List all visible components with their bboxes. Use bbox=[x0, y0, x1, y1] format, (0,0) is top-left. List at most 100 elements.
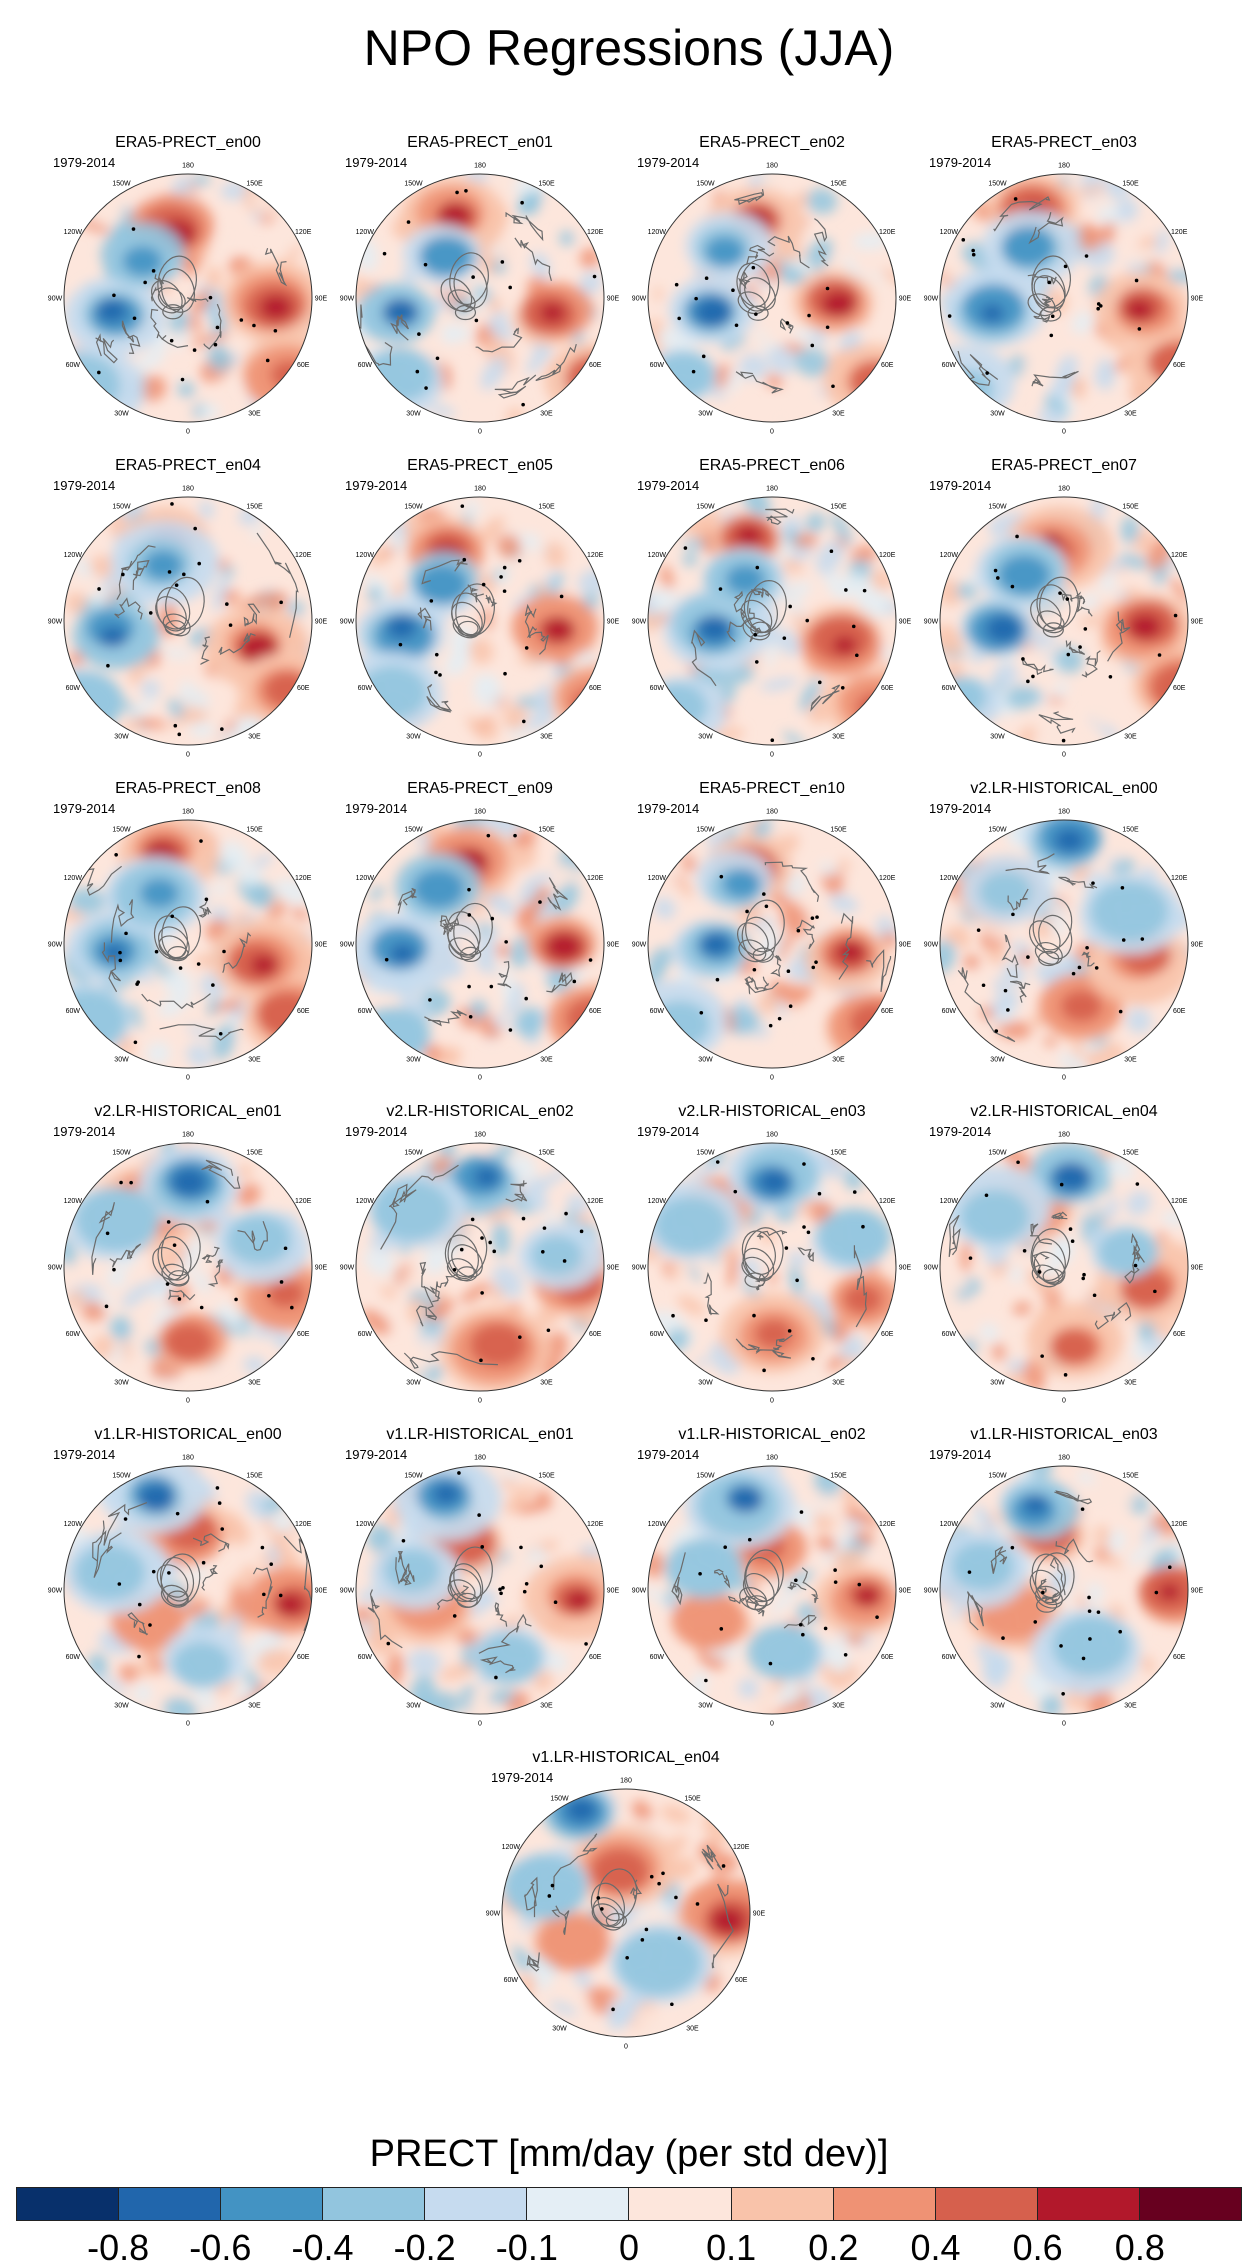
coastline-contours bbox=[734, 188, 829, 394]
longitude-label: 60E bbox=[297, 1008, 310, 1015]
longitude-label: 0 bbox=[186, 1398, 190, 1404]
coastline-contours bbox=[397, 877, 573, 1027]
longitude-label: 150W bbox=[404, 503, 423, 510]
longitude-label: 90E bbox=[315, 942, 328, 949]
longitude-label: 150W bbox=[988, 1472, 1007, 1479]
map-panel: v1.LR-HISTORICAL_en00 1979-2014 180 150E 120… bbox=[43, 1426, 333, 1726]
longitude-label: 60E bbox=[1173, 1654, 1186, 1661]
longitude-label: 90E bbox=[607, 296, 620, 303]
coastline-contours bbox=[417, 559, 549, 713]
coastline-contours bbox=[114, 532, 299, 665]
longitude-label: 90W bbox=[340, 1265, 355, 1272]
longitude-label: 150W bbox=[988, 1149, 1007, 1156]
longitude-label: 120E bbox=[879, 1198, 896, 1205]
longitude-label: 120E bbox=[1171, 229, 1188, 236]
longitude-label: 150E bbox=[246, 1472, 263, 1479]
longitude-label: 150E bbox=[246, 826, 263, 833]
panel-period-label: 1979-2014 bbox=[53, 1124, 116, 1139]
longitude-label: 180 bbox=[1058, 1132, 1070, 1139]
longitude-label: 150W bbox=[696, 180, 715, 187]
polar-map: 180 150E 120E 90E 60E 30E 0 30W 60W 90W 120W 150W bbox=[632, 486, 912, 758]
longitude-label: 120E bbox=[295, 1198, 312, 1205]
longitude-label: 120E bbox=[879, 229, 896, 236]
panel-title: v1.LR-HISTORICAL_en02 bbox=[678, 1426, 866, 1443]
longitude-label: 180 bbox=[766, 1132, 778, 1139]
longitude-label: 90W bbox=[48, 619, 63, 626]
longitude-label: 150E bbox=[246, 1149, 263, 1156]
longitude-label: 180 bbox=[1058, 163, 1070, 170]
longitude-label: 90W bbox=[486, 1911, 501, 1918]
longitude-label: 60W bbox=[942, 1331, 957, 1338]
longitude-label: 180 bbox=[182, 163, 194, 170]
polar-map: 180 150E 120E 90E 60E 30E 0 30W 60W 90W 120W 150W bbox=[48, 163, 328, 435]
longitude-label: 60W bbox=[66, 1654, 81, 1661]
map-panel: ERA5-PRECT_en00 1979-2014 180 150E 120E 90E 60… bbox=[43, 134, 333, 434]
longitude-label: 120W bbox=[356, 875, 375, 882]
map-panel: ERA5-PRECT_en05 1979-2014 180 150E 120E 90E 60… bbox=[335, 457, 625, 757]
longitude-label: 90E bbox=[899, 1265, 912, 1272]
longitude-label: 30W bbox=[698, 411, 713, 418]
map-outline bbox=[355, 496, 605, 746]
colorbar-title: PRECT [mm/day (per std dev)] bbox=[369, 2133, 889, 2175]
map-outline bbox=[939, 819, 1189, 1069]
longitude-label: 180 bbox=[620, 1778, 632, 1785]
longitude-label: 120E bbox=[1171, 552, 1188, 559]
panel-title: v1.LR-HISTORICAL_en03 bbox=[970, 1426, 1158, 1443]
longitude-label: 30W bbox=[990, 1057, 1005, 1064]
longitude-label: 30W bbox=[406, 1057, 421, 1064]
longitude-label: 60E bbox=[297, 1331, 310, 1338]
map-outline bbox=[647, 173, 897, 423]
longitude-label: 120W bbox=[356, 552, 375, 559]
longitude-label: 60W bbox=[66, 1331, 81, 1338]
longitude-label: 90E bbox=[899, 942, 912, 949]
panel-title: ERA5-PRECT_en01 bbox=[407, 134, 553, 151]
longitude-label: 60E bbox=[589, 685, 602, 692]
coastline-contours bbox=[83, 835, 252, 1041]
polar-map: 180 150E 120E 90E 60E 30E 0 30W 60W 90W 120W 150W bbox=[486, 1778, 766, 2050]
longitude-label: 0 bbox=[770, 1721, 774, 1727]
longitude-label: 30W bbox=[552, 2026, 567, 2033]
longitude-label: 120E bbox=[1171, 875, 1188, 882]
polar-map: 180 150E 120E 90E 60E 30E 0 30W 60W 90W 120W 150W bbox=[924, 1132, 1204, 1404]
polar-map: 180 150E 120E 90E 60E 30E 0 30W 60W 90W 120W 150W bbox=[924, 163, 1204, 435]
longitude-label: 180 bbox=[182, 1132, 194, 1139]
colorbar-tick-label: -0.2 bbox=[393, 2227, 456, 2267]
longitude-label: 60W bbox=[942, 1008, 957, 1015]
longitude-label: 30W bbox=[114, 411, 129, 418]
polar-map: 180 150E 120E 90E 60E 30E 0 30W 60W 90W 120W 150W bbox=[340, 809, 620, 1081]
map-outline bbox=[647, 496, 897, 746]
longitude-label: 30W bbox=[990, 1703, 1005, 1710]
significance-markers bbox=[104, 1180, 294, 1310]
longitude-label: 60W bbox=[650, 1008, 665, 1015]
longitude-label: 120E bbox=[295, 875, 312, 882]
colorbar-tick-label: 0.2 bbox=[808, 2227, 859, 2267]
longitude-label: 90E bbox=[899, 619, 912, 626]
longitude-label: 120E bbox=[879, 552, 896, 559]
colorbar-swatch bbox=[833, 2188, 936, 2220]
significance-markers bbox=[384, 833, 593, 1032]
panel-title: v2.LR-HISTORICAL_en02 bbox=[386, 1103, 574, 1120]
map-outline bbox=[355, 819, 605, 1069]
map-outline bbox=[355, 1465, 605, 1715]
longitude-label: 30W bbox=[114, 1057, 129, 1064]
longitude-label: 30E bbox=[248, 734, 261, 741]
coastline-contours bbox=[736, 861, 892, 995]
longitude-label: 0 bbox=[770, 1398, 774, 1404]
longitude-label: 120W bbox=[940, 229, 959, 236]
coastline-contours bbox=[957, 853, 1098, 1043]
longitude-label: 30W bbox=[114, 734, 129, 741]
longitude-label: 0 bbox=[770, 1075, 774, 1081]
significance-markers bbox=[382, 189, 597, 407]
longitude-label: 60E bbox=[297, 1654, 310, 1661]
longitude-label: 180 bbox=[766, 809, 778, 816]
longitude-label: 60W bbox=[650, 1654, 665, 1661]
longitude-label: 120E bbox=[587, 552, 604, 559]
longitude-label: 90E bbox=[753, 1911, 766, 1918]
colorbar-tick-label: 0.1 bbox=[706, 2227, 757, 2267]
significance-markers bbox=[97, 227, 278, 382]
longitude-label: 90W bbox=[924, 1265, 939, 1272]
panel-title: v1.LR-HISTORICAL_en04 bbox=[532, 1749, 720, 1766]
precip-anomaly-field bbox=[64, 174, 312, 422]
longitude-label: 150W bbox=[988, 180, 1007, 187]
map-panel: ERA5-PRECT_en02 1979-2014 180 150E 120E 90E 60… bbox=[627, 134, 917, 434]
